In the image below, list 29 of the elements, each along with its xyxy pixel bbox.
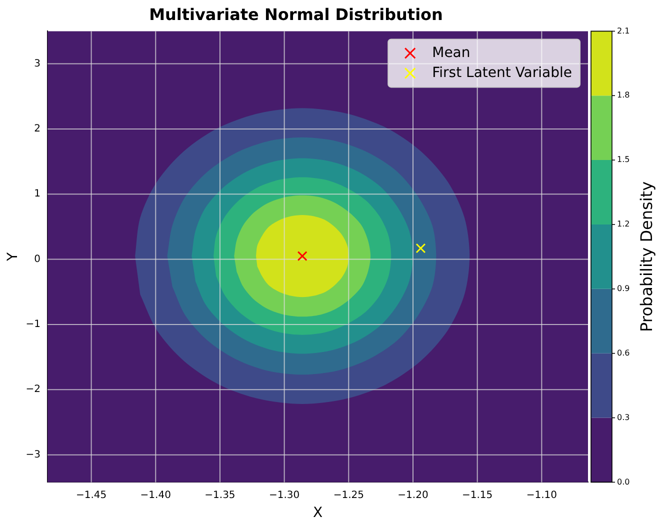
color-bar-label: 0.3 bbox=[617, 412, 630, 422]
x-tick-label: −1.45 bbox=[76, 490, 107, 501]
color-bar-label: 0.9 bbox=[617, 284, 630, 293]
color-bar-label: 2.1 bbox=[617, 26, 630, 36]
y-tick-label: 0 bbox=[34, 254, 41, 265]
color-bar-label: 1.8 bbox=[617, 90, 630, 100]
x-tick-label: −1.35 bbox=[204, 490, 236, 501]
color-bar-title: Probability Density bbox=[637, 181, 656, 332]
y-tick-label: −3 bbox=[26, 449, 41, 460]
x-tick-label: −1.40 bbox=[140, 490, 171, 501]
color-bar-label: 1.5 bbox=[617, 155, 630, 164]
legend-label: Mean bbox=[432, 44, 470, 61]
x-axis-title: X bbox=[312, 505, 323, 522]
x-tick-label: −1.20 bbox=[398, 490, 428, 501]
y-tick-label: −1 bbox=[26, 319, 41, 330]
color-bar-label: 0.0 bbox=[617, 477, 630, 486]
y-tick-label: 3 bbox=[34, 58, 41, 70]
y-tick-label: 1 bbox=[34, 188, 41, 200]
chart-title: Multivariate Normal Distribution bbox=[149, 4, 443, 24]
x-tick-label: −1.10 bbox=[526, 490, 558, 501]
color-bar-label: 0.6 bbox=[617, 348, 630, 358]
x-tick-label: −1.25 bbox=[333, 490, 364, 501]
color-bar-label: 1.2 bbox=[617, 220, 630, 229]
y-axis-title: Y bbox=[5, 252, 22, 262]
legend-label: First Latent Variable bbox=[432, 64, 572, 81]
x-tick-label: −1.30 bbox=[268, 490, 300, 501]
y-tick-label: −2 bbox=[26, 384, 41, 396]
x-tick-label: −1.15 bbox=[462, 490, 493, 501]
y-tick-label: 2 bbox=[34, 124, 41, 135]
